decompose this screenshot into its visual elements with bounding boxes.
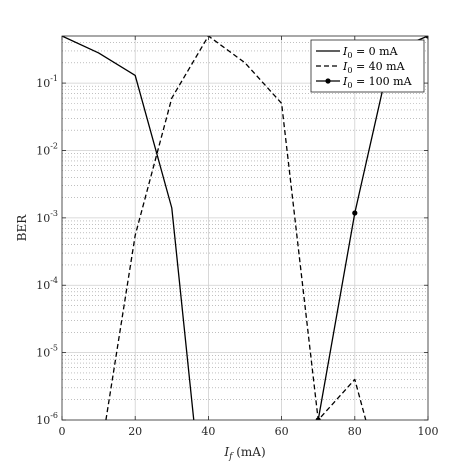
x-tick-labels: 0 20 40 60 80 100 [59,425,439,438]
y-tick-label-base: 10 [36,414,50,427]
grid-lines [62,36,428,420]
series-point-2 [425,36,428,39]
y-tick-label-exponent: -5 [50,344,58,353]
legend-label-2: I0 = 100 mA [342,75,413,90]
y-tick-label-base: 10 [36,77,50,90]
x-tick-label: 60 [275,425,289,438]
series-line-0 [62,36,195,420]
series-point-2 [315,417,321,420]
y-tick-label: 10-1 [36,74,58,90]
y-axis-title: BER [15,214,29,242]
y-tick-label-exponent: -6 [50,411,58,420]
legend-label-1: I0 = 40 mA [342,60,406,75]
plot-frame [61,35,429,421]
y-tick-label-exponent: -4 [50,276,58,285]
y-tick-label-base: 10 [36,279,50,292]
y-tick-label-base: 10 [36,144,50,157]
y-tick-labels: 10-110-210-310-410-510-6 [36,74,58,427]
axis-ticks [61,36,429,421]
y-tick-label: 10-2 [36,141,58,157]
legend-marker-2 [325,78,331,84]
y-tick-label: 10-3 [36,209,58,225]
x-tick-label: 0 [59,425,66,438]
y-tick-label-base: 10 [36,212,50,225]
x-axis-title: If (mA) [223,445,265,462]
x-tick-label: 100 [418,425,439,438]
y-tick-label-exponent: -2 [50,141,58,150]
x-axis-title-main: I [223,445,229,459]
y-tick-label: 10-5 [36,344,58,360]
y-tick-label: 10-4 [36,276,58,292]
y-tick-label: 10-6 [36,411,58,427]
series-line-1 [105,36,367,420]
legend-label-0: I0 = 0 mA [342,45,399,60]
legend-box [310,39,425,93]
x-axis-title-sub: f [228,452,234,462]
y-tick-label-exponent: -1 [50,74,58,83]
y-tick-label-base: 10 [36,347,50,360]
series-point-2 [352,210,358,216]
x-tick-label: 40 [201,425,215,438]
x-tick-label: 80 [348,425,362,438]
x-tick-label: 20 [128,425,142,438]
y-tick-label-exponent: -3 [50,209,58,218]
x-axis-title-unit: (mA) [232,445,265,459]
